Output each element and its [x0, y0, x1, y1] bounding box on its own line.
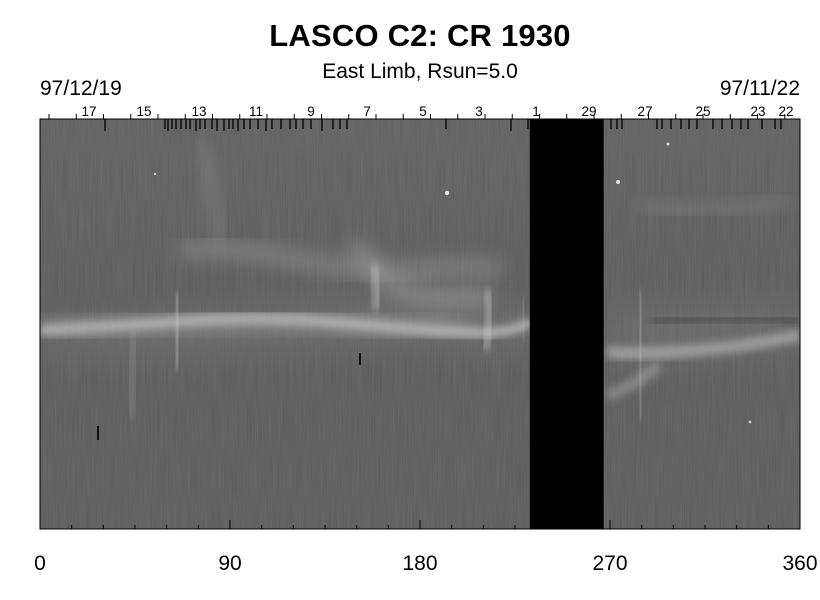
day-label: 5: [419, 104, 427, 119]
day-label: 15: [136, 104, 151, 119]
day-label: 22: [778, 104, 793, 119]
x-tick-label: 360: [782, 552, 817, 575]
dark-speck: [359, 353, 361, 365]
main-streamer-right: [606, 330, 800, 360]
lower-streamer-right: [605, 360, 664, 401]
x-tick-label: 270: [592, 552, 627, 575]
top-axis-ticks: 17 15 13 11 9 7 5 3 1 29 27 25 23 22: [48, 104, 794, 131]
day-label: 1: [532, 104, 540, 119]
star-point: [616, 180, 620, 184]
x-tick-label: 90: [218, 552, 241, 575]
day-label: 3: [475, 104, 483, 119]
cme-feature-1: [174, 291, 180, 371]
end-date-label: 97/11/22: [719, 77, 800, 100]
cme-feature-5: [521, 297, 526, 341]
day-label: 25: [695, 104, 710, 119]
dark-speck: [97, 426, 99, 440]
upper-streamer-right: [638, 194, 792, 217]
day-label: 7: [363, 104, 371, 119]
cme-feature-4: [638, 289, 643, 421]
bottom-axis: 0 90 180 270 360: [34, 520, 818, 575]
star-point: [666, 142, 670, 146]
day-label: 13: [191, 104, 206, 119]
chart-title: LASCO C2: CR 1930: [269, 18, 571, 53]
image-area: [40, 119, 800, 529]
star-point: [153, 172, 157, 176]
cme-feature-2: [127, 329, 138, 421]
upper-streamer-2: [345, 236, 492, 308]
star-point: [444, 190, 450, 196]
start-date-label: 97/12/19: [40, 77, 122, 100]
upper-streamer: [179, 241, 502, 280]
chart-subtitle: East Limb, Rsun=5.0: [322, 60, 518, 83]
main-streamer-halo: [40, 307, 471, 344]
cme-feature-3: [482, 289, 493, 351]
dark-band: [649, 313, 800, 327]
day-label: 9: [307, 104, 315, 119]
cme-feature-6: [367, 263, 384, 312]
day-label: 27: [637, 104, 652, 119]
day-label: 23: [750, 104, 765, 119]
x-tick-label: 0: [34, 552, 46, 575]
day-label: 17: [81, 104, 96, 119]
faint-arc: [193, 138, 229, 247]
data-gap: [529, 119, 604, 529]
day-label: 29: [581, 104, 596, 119]
star-point: [748, 420, 752, 424]
x-tick-label: 180: [402, 552, 437, 575]
day-label: 11: [249, 104, 263, 119]
